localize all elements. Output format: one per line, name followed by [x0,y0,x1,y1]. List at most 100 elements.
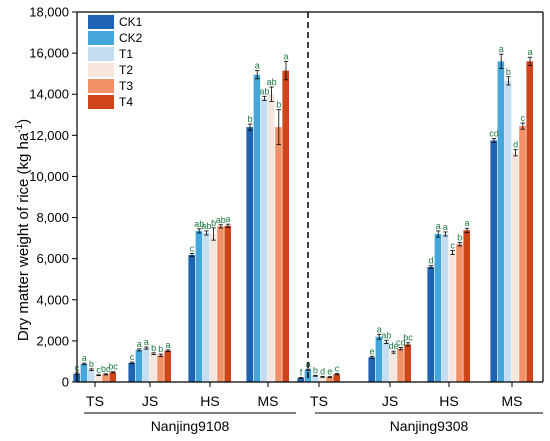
legend-label: T3 [119,79,133,93]
significance-letter: bc [108,362,118,372]
bar [164,350,171,382]
significance-letter: a [225,214,230,224]
bar [268,94,275,382]
significance-letter: d [513,140,518,150]
bar [397,348,404,382]
legend-label: T2 [119,63,133,77]
legend-label: T1 [119,47,133,61]
significance-letter: a [283,51,288,61]
bar [253,74,261,382]
bar [382,341,390,382]
bar [188,254,195,382]
significance-letter: bc [403,333,413,343]
significance-letter: b [506,67,511,77]
y-tick-label: 18,000 [29,5,69,20]
significance-letter: a [255,61,260,71]
bar [311,375,319,382]
significance-letter: ab [216,215,226,225]
bar [102,374,109,382]
bar [375,336,383,382]
legend-label: CK2 [119,31,143,45]
significance-letter: b [247,114,252,124]
legend-swatch [88,95,114,109]
bar [224,225,231,382]
significance-letter: c [450,240,455,250]
bar [427,266,434,382]
significance-letter: f [300,367,303,377]
bar [326,377,333,382]
significance-letter: a [527,47,532,57]
bar [80,363,88,382]
y-tick-label: 14,000 [29,87,69,102]
significance-letter: b [313,365,318,375]
axes-layer: TS JS HS MS TS JS HS MS 0 2,000 4,000 6,000 8,000 10,… [29,5,544,434]
significance-letter: a [499,44,504,54]
x-tick-label: MS [502,393,523,409]
bar [217,226,224,382]
bar [210,234,217,382]
bar [135,349,143,382]
y-axis-label-main: Dry matter weight of rice (kg ha [15,132,32,341]
significance-letter: b [158,344,163,354]
significance-letter: a [137,339,142,349]
bar [490,140,497,382]
bar [260,98,268,382]
x-tick-label: MS [258,393,279,409]
x-tick-label: HS [439,393,458,409]
error-bars-layer [74,53,533,379]
bar [202,232,210,382]
y-tick-label: 2,000 [36,333,69,348]
bar [319,376,326,382]
y-tick-label: 6,000 [36,251,69,266]
bar [404,344,411,382]
significance-letter: b [151,343,156,353]
significance-letter: c [190,243,195,253]
significance-letter: cd [489,128,499,138]
legend-swatch [88,47,114,61]
significance-letter: c [335,364,340,374]
legend-label: T4 [119,95,133,109]
significance-letter: a [82,353,87,363]
x-tick-label: TS [86,393,104,409]
legend-swatch [88,79,114,93]
significance-letter: c [521,113,526,123]
significance-letter: e [327,367,332,377]
x-tick-label: HS [200,393,219,409]
significance-letter: a [377,324,382,334]
bars-layer [73,61,533,382]
bar [456,244,463,382]
bar [390,352,397,382]
significance-letter: b [211,218,216,228]
significance-letter: ab [201,221,211,231]
bar [441,234,449,382]
bar [297,377,304,382]
significance-letter: d [428,256,433,266]
bar [368,357,375,382]
bar [150,353,157,382]
bar [497,61,505,382]
bar [526,61,533,382]
significance-letter: c [96,365,101,375]
significance-letter: e [369,346,374,356]
significance-letter: b [276,100,281,110]
legend-label: CK1 [119,15,143,29]
significance-letter: a [165,340,170,350]
x-tick-label: TS [310,393,328,409]
bar [109,372,116,382]
bar [195,230,203,382]
bar [246,127,253,382]
bar [87,369,95,382]
significance-letter: d [320,366,325,376]
bar [434,234,442,382]
legend: CK1 CK2 T1 T2 T3 T4 [88,15,143,109]
bar [128,362,135,382]
group-label: Nanjing9108 [151,418,230,434]
significance-letter: a [464,218,469,228]
group-label: Nanjing9308 [390,418,469,434]
significance-letter: c [130,352,135,362]
bar [512,152,519,382]
bar [504,80,512,382]
y-axis-label-sup: -1 [14,123,25,132]
significance-letter: ab [194,219,204,229]
